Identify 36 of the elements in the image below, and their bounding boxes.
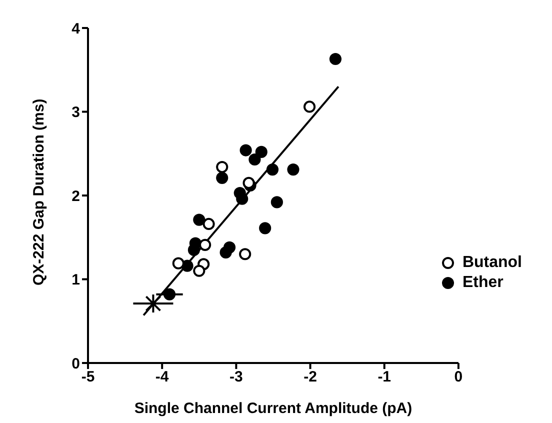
point [199,238,212,251]
y-tick-label: 2 [72,188,80,205]
point [329,52,342,66]
x-axis-title: Single Channel Current Amplitude (pA) [134,400,412,417]
point [172,257,184,270]
point [163,288,176,300]
point [242,176,255,189]
point [223,241,236,254]
point [193,264,206,277]
point [259,222,272,234]
y-tick-label: 0 [72,355,80,372]
point [270,196,283,208]
point [202,218,215,230]
y-tick-label: 3 [72,104,80,122]
point [303,100,316,113]
point [239,248,252,260]
x-tick-label: -1 [378,368,392,386]
legend-label: Ether [462,273,504,293]
x-tick-label: -5 [81,368,95,386]
point [266,164,279,176]
point [240,144,252,156]
point [255,146,268,158]
point [145,294,162,314]
point [248,153,261,166]
x-tick-label: -2 [304,368,317,386]
y-tick-label: 4 [72,20,81,38]
point [287,164,300,176]
point [216,160,228,174]
y-axis-title: QX-222 Gap Duration (ms) [30,98,48,286]
x-tick-label: -3 [230,368,243,386]
point [216,172,228,184]
x-tick-label: -4 [155,368,170,386]
x-tick-label: 0 [454,368,463,386]
legend-label: Butanol [462,253,522,273]
y-tick-label: 1 [72,272,80,289]
point [193,214,206,226]
